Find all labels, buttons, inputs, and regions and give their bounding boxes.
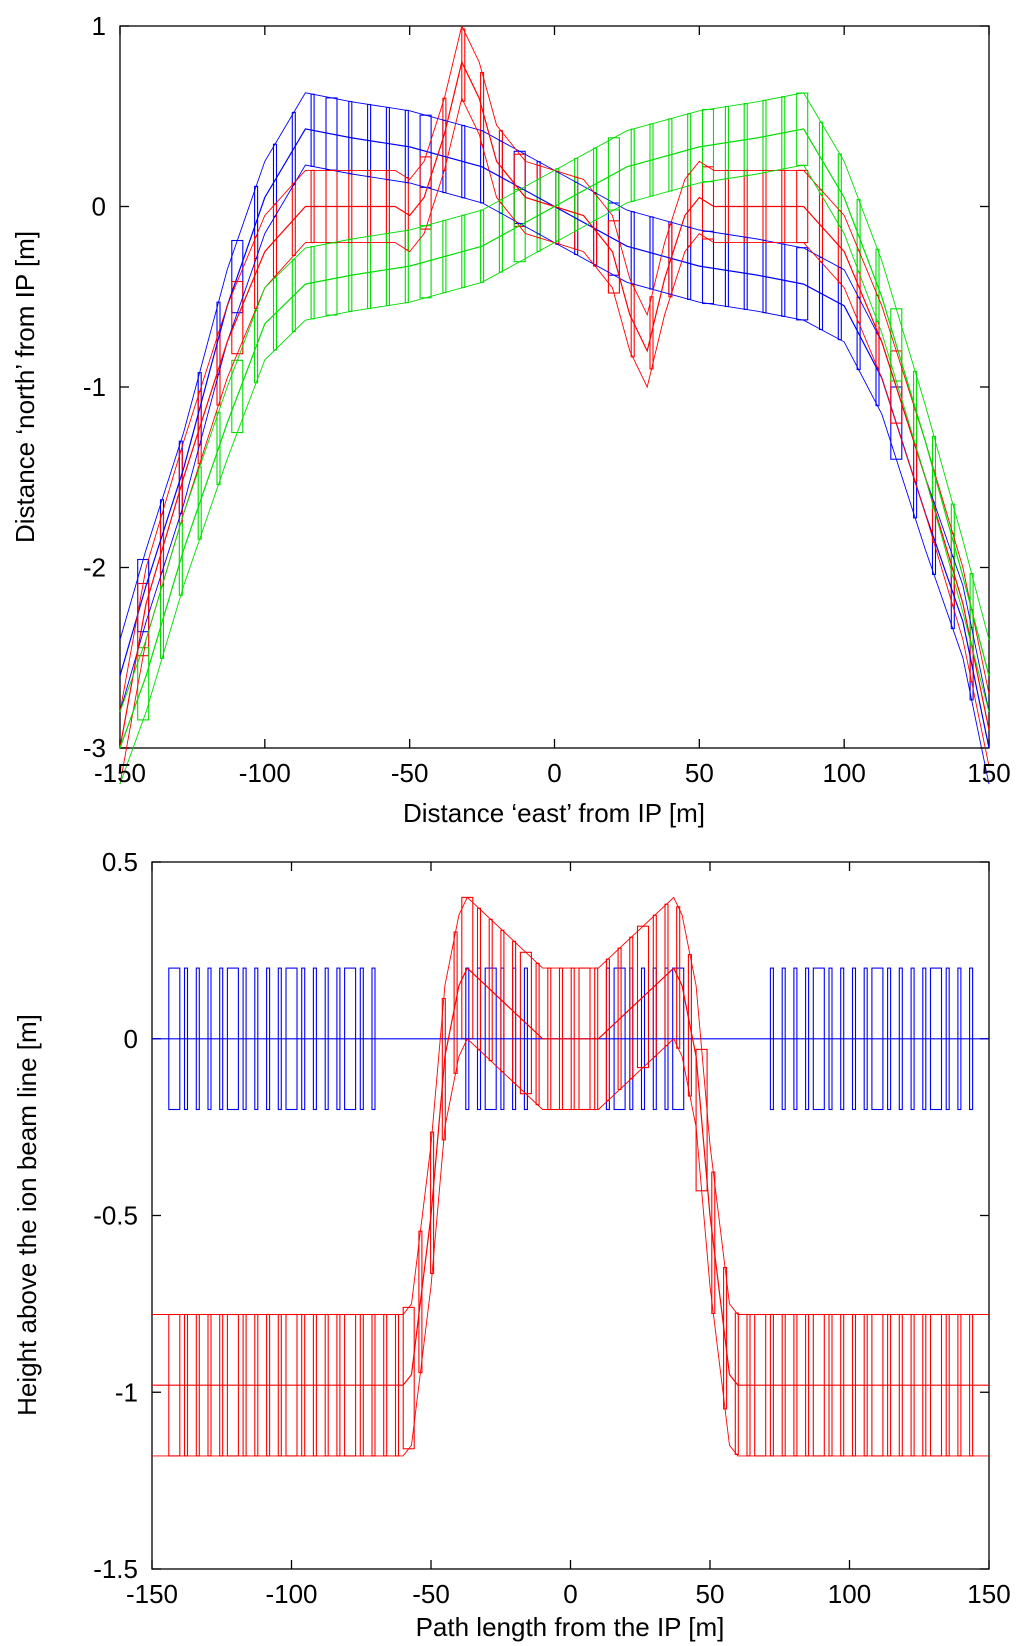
bottom-y-tick-label: 0.5 bbox=[102, 847, 138, 877]
top-y-tick-label: -3 bbox=[83, 733, 106, 763]
bottom-y-tick-label: 0 bbox=[124, 1024, 138, 1054]
top-magnet-boxes bbox=[137, 28, 974, 721]
top-y-tick-labels: 1 0 -1 -2 -3 bbox=[83, 11, 106, 763]
bottom-plot: -150 -100 -50 0 50 100 150 0.5 0 -0.5 -1 -1.5 Path… bbox=[12, 847, 1011, 1642]
bottom-x-tick-label: 50 bbox=[696, 1579, 725, 1609]
bottom-x-tick-label: -100 bbox=[265, 1579, 317, 1609]
top-tick-marks bbox=[119, 25, 990, 749]
bottom-series-red-line bbox=[152, 967, 989, 1386]
top-plot-frame bbox=[119, 25, 990, 749]
bottom-x-tick-label: -150 bbox=[126, 1579, 178, 1609]
bottom-x-tick-label: 150 bbox=[967, 1579, 1010, 1609]
top-y-tick-label: -1 bbox=[83, 372, 106, 402]
top-x-tick-label: 100 bbox=[822, 758, 865, 788]
top-series-green-envelope bbox=[119, 92, 990, 713]
bottom-y-tick-label: -0.5 bbox=[93, 1201, 138, 1231]
top-series-blue-envelope bbox=[119, 164, 990, 785]
top-y-tick-label: -2 bbox=[83, 553, 106, 583]
top-x-tick-label: 150 bbox=[967, 758, 1010, 788]
bottom-y-tick-label: -1.5 bbox=[93, 1554, 138, 1584]
top-series-lines bbox=[119, 24, 990, 785]
bottom-x-tick-label: 100 bbox=[828, 1579, 871, 1609]
bottom-y-axis-title: Height above the ion beam line [m] bbox=[12, 1014, 42, 1416]
top-y-axis-title: Distance ‘north’ from IP [m] bbox=[10, 231, 40, 543]
top-plot: -150 -100 -50 0 50 100 150 1 0 -1 -2 -3 Distance ‘… bbox=[10, 11, 1011, 828]
top-x-tick-label: -50 bbox=[391, 758, 429, 788]
bottom-x-tick-labels: -150 -100 -50 0 50 100 150 bbox=[126, 1579, 1011, 1609]
bottom-y-tick-labels: 0.5 0 -0.5 -1 -1.5 bbox=[93, 847, 138, 1584]
top-series-green-envelope bbox=[119, 164, 990, 785]
top-x-axis-title: Distance ‘east’ from IP [m] bbox=[403, 798, 705, 828]
top-x-tick-label: 50 bbox=[685, 758, 714, 788]
top-x-tick-label: 0 bbox=[547, 758, 561, 788]
top-series-red-line bbox=[119, 60, 990, 749]
bottom-magnet-boxes bbox=[168, 896, 974, 1457]
bottom-series-red-envelope bbox=[152, 896, 989, 1315]
bottom-x-tick-label: 0 bbox=[563, 1579, 577, 1609]
bottom-y-tick-label: -1 bbox=[115, 1377, 138, 1407]
top-series-blue-line bbox=[119, 128, 990, 749]
top-x-tick-label: -150 bbox=[94, 758, 146, 788]
top-y-tick-label: 0 bbox=[92, 192, 106, 222]
bottom-series-red-envelope bbox=[152, 1038, 989, 1457]
top-series-green-line bbox=[119, 128, 990, 749]
top-y-tick-label: 1 bbox=[92, 11, 106, 41]
bottom-series-lines bbox=[152, 896, 989, 1457]
top-series-red-envelope bbox=[119, 96, 990, 785]
bottom-x-tick-label: -50 bbox=[412, 1579, 450, 1609]
top-x-tick-labels: -150 -100 -50 0 50 100 150 bbox=[94, 758, 1011, 788]
top-series-blue-envelope bbox=[119, 92, 990, 712]
top-x-tick-label: -100 bbox=[239, 758, 291, 788]
bottom-x-axis-title: Path length from the IP [m] bbox=[416, 1612, 725, 1642]
